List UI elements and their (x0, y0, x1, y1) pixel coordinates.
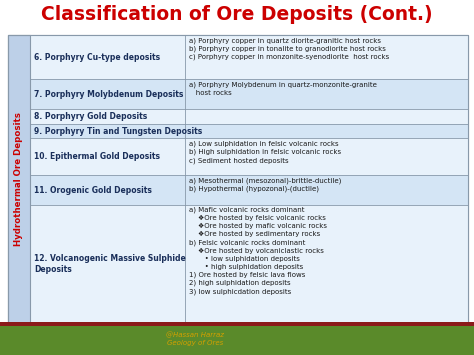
Text: 8. Porphyry Gold Deposits: 8. Porphyry Gold Deposits (34, 112, 147, 121)
Text: a) Porphyry Molybdenum in quartz-monzonite-granite
   host rocks: a) Porphyry Molybdenum in quartz-monzoni… (189, 81, 377, 96)
Bar (8, 35, 468, 323)
Text: 11. Orogenic Gold Deposits: 11. Orogenic Gold Deposits (34, 186, 152, 195)
Text: a) Mesothermal (mesozonal)-brittle-ductile)
b) Hypothermal (hypozonal)-(ductile): a) Mesothermal (mesozonal)-brittle-ducti… (189, 177, 341, 192)
Bar (30, 124, 468, 138)
Bar (30, 205, 468, 323)
Bar (30, 109, 468, 124)
Bar (30, 79, 468, 109)
Text: 10. Epithermal Gold Deposits: 10. Epithermal Gold Deposits (34, 152, 160, 161)
Bar (8, 35, 30, 323)
Text: a) Low sulphidation in felsic volcanic rocks
b) High sulphidation in felsic volc: a) Low sulphidation in felsic volcanic r… (189, 140, 341, 164)
Bar (30, 35, 468, 79)
Text: 12. Volcanogenic Massive Sulphide
Deposits: 12. Volcanogenic Massive Sulphide Deposi… (34, 254, 186, 274)
Text: a) Mafic volcanic rocks dominant
    ❖Ore hosted by felsic volcanic rocks
    ❖O: a) Mafic volcanic rocks dominant ❖Ore ho… (189, 207, 327, 295)
Text: Hydrothermal Ore Deposits: Hydrothermal Ore Deposits (15, 112, 24, 246)
Text: 7. Porphyry Molybdenum Deposits: 7. Porphyry Molybdenum Deposits (34, 89, 183, 99)
Bar (0, 326, 474, 355)
Text: @Hassan Harraz
Geology of Ores: @Hassan Harraz Geology of Ores (166, 332, 224, 346)
Text: Classification of Ore Deposits (Cont.): Classification of Ore Deposits (Cont.) (41, 5, 433, 24)
Bar (8, 35, 468, 323)
Text: 6. Porphyry Cu-type deposits: 6. Porphyry Cu-type deposits (34, 53, 160, 62)
Text: a) Porphyry copper in quartz diorite-granitic host rocks
b) Porphyry copper in t: a) Porphyry copper in quartz diorite-gra… (189, 37, 389, 60)
Bar (0, 322, 474, 326)
Bar (30, 175, 468, 205)
Text: 9. Porphyry Tin and Tungsten Deposits: 9. Porphyry Tin and Tungsten Deposits (34, 126, 202, 136)
Bar (30, 138, 468, 175)
